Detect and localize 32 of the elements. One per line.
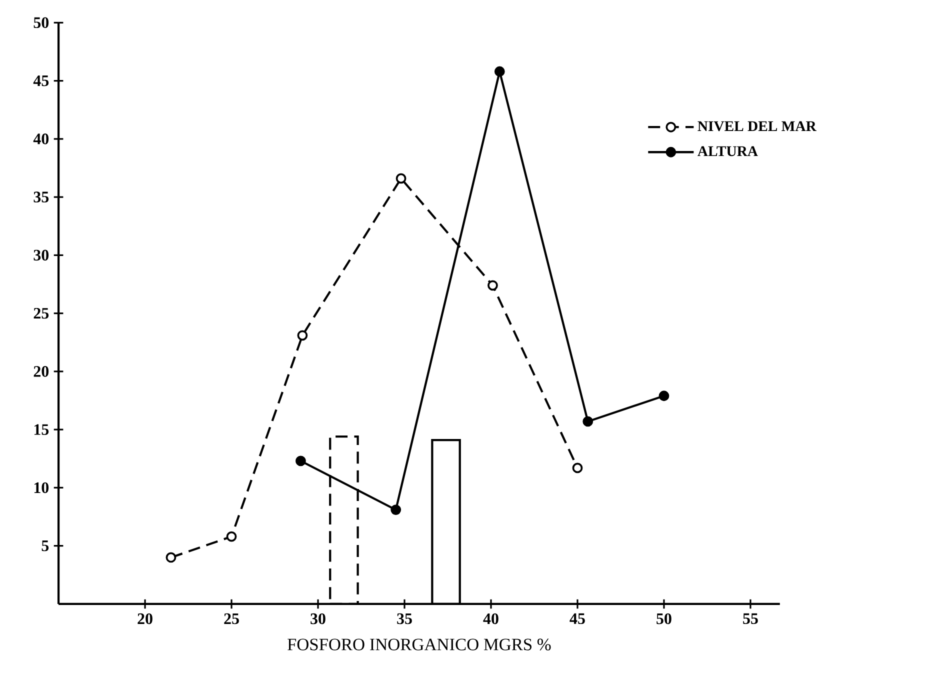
x-tick-label: 40: [483, 613, 498, 624]
y-tick-label: 50: [34, 17, 49, 28]
y-tick-label: 25: [34, 308, 49, 319]
y-tick-label: 15: [34, 424, 49, 435]
x-tick-label: 35: [397, 613, 412, 624]
x-tick-label: 20: [138, 613, 152, 624]
point: [494, 66, 505, 77]
x-tick-label: 45: [570, 613, 585, 624]
x-axis-title: FOSFORO INORGANICO MGRS %: [288, 638, 551, 650]
point: [658, 390, 670, 402]
y-tick-label: 45: [33, 75, 49, 86]
y-tick-label: 30: [34, 250, 49, 261]
y-tick-label: 35: [34, 192, 49, 202]
x-tick-label: 50: [656, 613, 672, 624]
point: [166, 552, 176, 563]
y-tick-label: 20: [34, 366, 49, 377]
x-tick-label: 30: [310, 613, 326, 624]
point: [582, 416, 594, 427]
point: [396, 173, 406, 184]
y-tick-label: 40: [33, 134, 49, 144]
x-tick-label: 55: [743, 613, 758, 624]
point: [390, 504, 402, 516]
point: [226, 531, 237, 542]
y-tick-label: 5: [42, 540, 49, 552]
y-tick-label: 10: [34, 482, 49, 494]
point: [572, 462, 583, 474]
point: [297, 330, 308, 341]
x-tick-label: 25: [224, 613, 239, 624]
point: [488, 280, 498, 291]
legend-label: ALTURA: [698, 146, 758, 156]
point: [296, 456, 306, 466]
legend-label: NIVEL DEL MAR: [698, 121, 816, 132]
